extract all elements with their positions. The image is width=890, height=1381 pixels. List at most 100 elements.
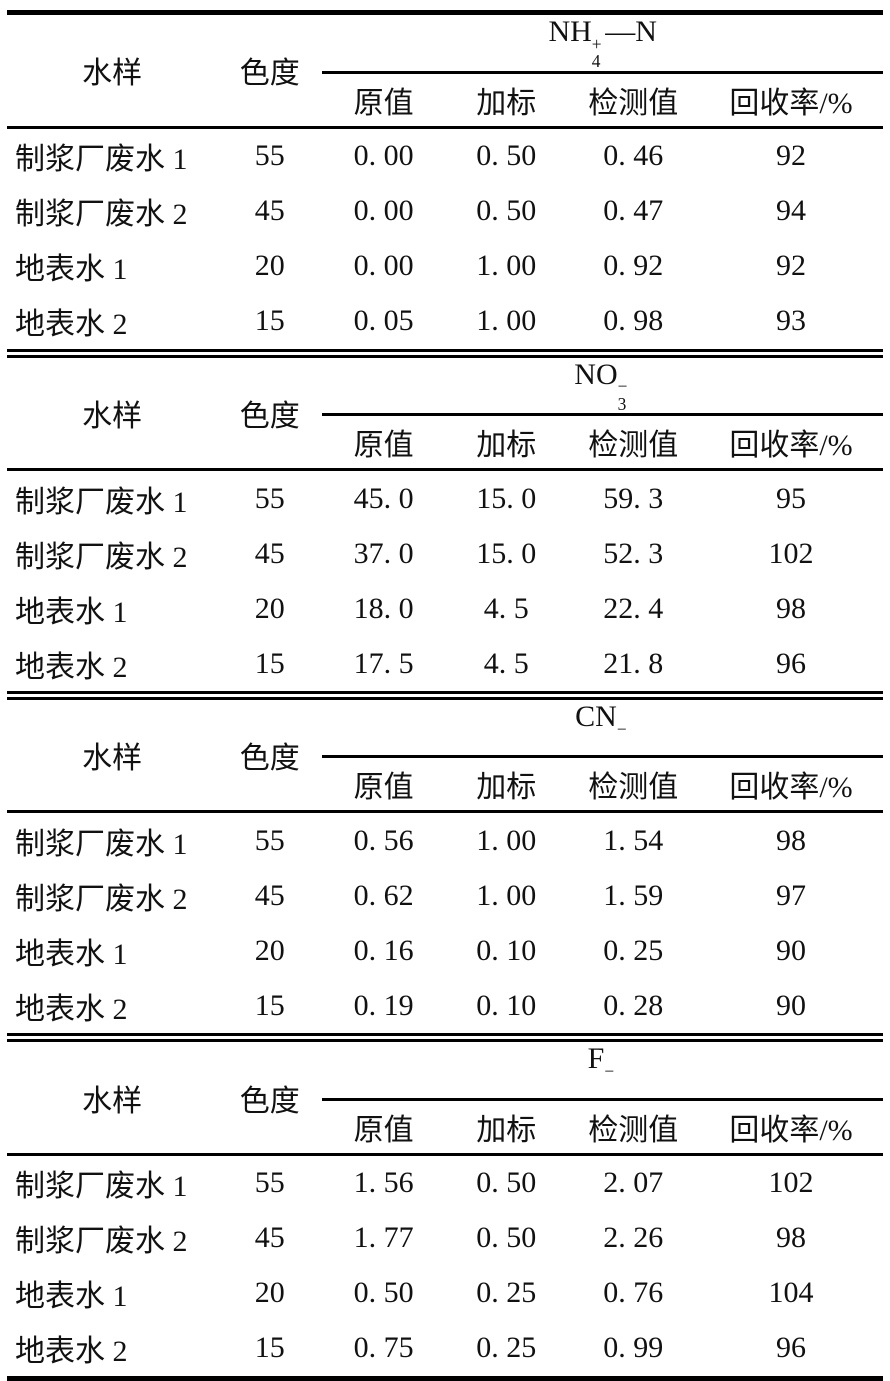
cell-spike: 4. 5 (483, 646, 529, 680)
analyte-subscript (604, 1081, 614, 1097)
cell-spike: 1. 00 (476, 878, 537, 912)
cell-chroma: 15 (254, 304, 285, 337)
analyte-post: —N (605, 15, 657, 48)
analyte-formula: NO −3 (574, 357, 631, 412)
cell-chroma: 45 (254, 878, 285, 912)
col-header-detected: 检测值 (588, 86, 679, 120)
table-row: 制浆厂废水 2 45 1. 77 0. 50 2. 26 98 (7, 1211, 883, 1266)
cell-orig: 0. 16 (353, 933, 414, 967)
cell-recovery: 94 (775, 194, 806, 227)
cell-recovery: 92 (775, 139, 806, 172)
cell-sample: 制浆厂废水 2 (15, 540, 188, 574)
cell-orig: 0. 00 (353, 194, 414, 227)
cell-chroma: 15 (254, 1331, 285, 1365)
cell-orig: 37. 0 (353, 536, 414, 570)
cell-detected: 0. 98 (603, 304, 664, 337)
cell-spike: 0. 25 (476, 1331, 537, 1365)
analyte-pre: NH (548, 15, 592, 48)
table-row: 制浆厂废水 2 45 0. 00 0. 50 0. 47 94 (7, 184, 883, 239)
cell-spike: 1. 00 (476, 249, 537, 282)
col-header-chroma: 色度 (239, 57, 300, 91)
cell-chroma: 55 (254, 823, 285, 857)
table-row: 制浆厂废水 1 55 45. 0 15. 0 59. 3 95 (7, 470, 883, 527)
cell-recovery: 98 (775, 591, 806, 625)
col-header-sample: 水样 (82, 57, 143, 91)
cell-recovery: 98 (775, 823, 806, 857)
analyte-subsup: − (604, 1062, 614, 1097)
col-header-spike: 加标 (476, 1113, 537, 1147)
table-row: 地表水 2 15 17. 5 4. 5 21. 8 96 (7, 636, 883, 691)
cell-spike: 0. 50 (476, 1166, 537, 1200)
cell-orig: 17. 5 (353, 646, 414, 680)
cell-recovery: 96 (775, 646, 806, 680)
cell-chroma: 55 (254, 139, 285, 172)
table-row: 制浆厂废水 1 55 0. 56 1. 00 1. 54 98 (7, 812, 883, 869)
cell-sample: 制浆厂废水 2 (15, 198, 188, 231)
cell-detected: 1. 54 (603, 823, 664, 857)
analyte-subscript: 4 (591, 51, 601, 72)
cell-detected: 52. 3 (603, 536, 664, 570)
analyte-formula: NH +4 —N (548, 15, 657, 69)
cell-detected: 2. 07 (603, 1166, 664, 1200)
cell-chroma: 45 (254, 194, 285, 227)
analyte-pre: NO (574, 357, 618, 391)
analyte-formula: F − (588, 1042, 618, 1080)
cell-detected: 0. 99 (603, 1331, 664, 1365)
table-row: 地表水 2 15 0. 05 1. 00 0. 98 93 (7, 294, 883, 349)
col-header-sample: 水样 (82, 1084, 143, 1118)
table-row: 地表水 1 20 0. 50 0. 25 0. 76 104 (7, 1266, 883, 1321)
table-row: 制浆厂废水 1 55 0. 00 0. 50 0. 46 92 (7, 127, 883, 184)
cell-chroma: 15 (254, 988, 285, 1022)
cell-recovery: 90 (775, 933, 806, 967)
cell-detected: 0. 76 (603, 1276, 664, 1310)
cell-recovery: 95 (775, 481, 806, 515)
cell-sample: 制浆厂废水 1 (15, 485, 188, 519)
cell-sample: 制浆厂废水 2 (15, 1225, 188, 1259)
analyte-header: NH +4 —N (322, 15, 883, 74)
cell-recovery: 104 (768, 1276, 814, 1310)
cell-orig: 0. 19 (353, 988, 414, 1022)
col-header-recovery: 回收率/% (729, 1113, 853, 1147)
col-header-chroma: 色度 (239, 399, 300, 433)
col-header-detected: 检测值 (588, 1113, 679, 1147)
analyte-superscript: + (591, 33, 602, 54)
table-row: 地表水 2 15 0. 75 0. 25 0. 99 96 (7, 1321, 883, 1376)
cell-recovery: 96 (775, 1331, 806, 1365)
cell-chroma: 55 (254, 1166, 285, 1200)
cell-orig: 0. 56 (353, 823, 414, 857)
analyte-superscript: − (616, 718, 627, 739)
cell-chroma: 45 (254, 1221, 285, 1255)
analyte-subsup: +4 (591, 33, 602, 72)
cell-sample: 制浆厂废水 1 (15, 143, 188, 176)
cell-detected: 1. 59 (603, 878, 664, 912)
cell-detected: 0. 92 (603, 249, 664, 282)
table-header: 水样 色度 NH +4 —N 原值 加标 检测值 回收率/% (7, 15, 883, 127)
col-header-recovery: 回收率/% (729, 429, 853, 462)
cell-spike: 0. 50 (476, 1221, 537, 1255)
cell-chroma: 20 (254, 591, 285, 625)
analyte-subsup: −3 (618, 377, 628, 411)
col-header-spike: 加标 (476, 86, 537, 120)
cell-spike: 15. 0 (476, 536, 537, 570)
cell-chroma: 20 (254, 1276, 285, 1310)
cell-detected: 21. 8 (603, 646, 664, 680)
cell-chroma: 20 (254, 249, 285, 282)
col-header-sample: 水样 (82, 399, 143, 433)
cell-orig: 18. 0 (353, 591, 414, 625)
col-header-orig: 原值 (353, 86, 414, 120)
cell-sample: 制浆厂废水 2 (15, 882, 188, 916)
cell-detected: 0. 47 (603, 194, 664, 227)
col-header-orig: 原值 (353, 429, 414, 462)
cell-recovery: 102 (768, 1166, 814, 1200)
cell-spike: 15. 0 (476, 481, 537, 515)
col-header-chroma: 色度 (239, 742, 300, 776)
cell-sample: 地表水 1 (15, 253, 128, 286)
cell-chroma: 20 (254, 933, 285, 967)
table-row: 地表水 2 15 0. 19 0. 10 0. 28 90 (7, 978, 883, 1033)
table-row: 地表水 1 20 0. 00 1. 00 0. 92 92 (7, 239, 883, 294)
cell-orig: 0. 62 (353, 878, 414, 912)
cell-sample: 地表水 2 (15, 1335, 128, 1369)
col-header-chroma: 色度 (239, 1084, 300, 1118)
table-row: 制浆厂废水 2 45 0. 62 1. 00 1. 59 97 (7, 868, 883, 923)
cell-spike: 0. 10 (476, 988, 537, 1022)
